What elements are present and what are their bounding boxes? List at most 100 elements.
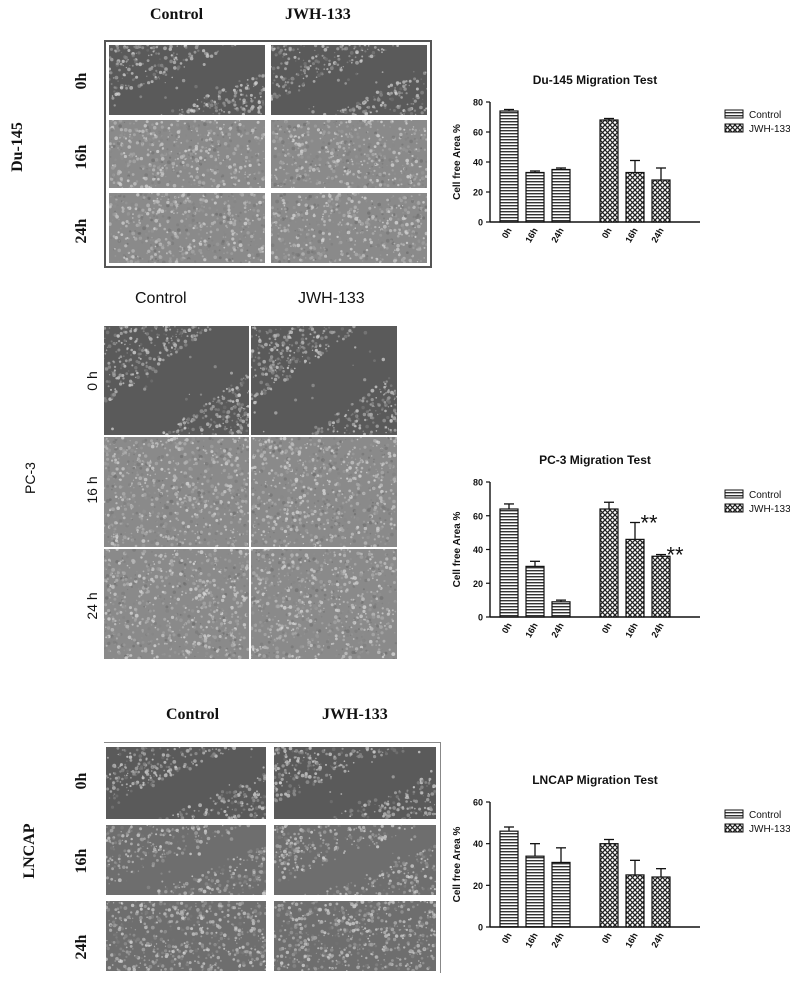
chart-svg: Du-145 Migration Test Cell free Area % 0 20… [452,73,790,244]
x-tick-label: 16h [523,621,539,639]
micrograph-jwh133-0h [274,747,436,819]
bar-control-0h [499,110,519,223]
chart-title: PC-3 Migration Test [539,453,651,467]
x-tick-label: 16h [523,931,539,949]
column-label-jwh133: JWH-133 [285,6,351,23]
y-axis-label: Cell free Area % [452,512,463,588]
panel-pc3: Control JWH-133 PC-3 0 h 16 h 24 h PC-3 … [0,280,790,670]
y-tick-label: 0 [478,218,483,228]
bar-jwh-133-16h [625,874,645,928]
x-tick-label: 24h [649,931,665,949]
bar-jwh-133-0h [599,843,619,928]
legend-swatch [724,809,744,819]
y-tick-label: 20 [473,881,483,891]
y-axis-label: Cell free Area % [452,827,463,903]
chart-title: Du-145 Migration Test [533,73,657,87]
micrograph-control-24h [104,549,249,659]
y-tick-label: 20 [473,188,483,198]
y-tick-label: 40 [473,839,483,849]
row-label-16h: 16h [73,848,90,874]
y-tick-label: 80 [473,98,483,108]
x-tick-label: 24h [549,931,565,949]
micrograph-jwh133-16h [271,120,427,188]
bar-jwh-133-16h [625,171,645,223]
x-tick-label: 0h [500,621,514,635]
micrograph-control-16h [106,825,266,895]
chart-lncap: LNCAP Migration Test Cell free Area % 0 20 4… [440,770,790,975]
chart-svg: PC-3 Migration Test Cell free Area % 0 20 40… [452,453,790,639]
panel-du145: Control JWH-133 Du-145 0h 16h 24h Du-145… [0,0,790,280]
row-label-0h: 0h [73,772,90,790]
row-label-0h: 0 h [84,371,100,391]
legend-swatch [724,109,744,119]
bar-jwh-133-0h [599,508,619,618]
bar-jwh-133-0h [599,119,619,223]
legend-label: JWH-133 [749,124,790,135]
bar-jwh-133-16h [625,538,645,618]
micrograph-jwh133-0h [251,326,397,435]
micrograph-control-16h [104,437,249,547]
chart-du145: Du-145 Migration Test Cell free Area % 0 20… [440,70,790,270]
x-tick-label: 0h [500,226,514,240]
legend-swatch [724,823,744,833]
significance-marker: ** [640,511,658,536]
micrograph-control-16h [109,120,265,188]
cell-line-label: LNCAP [21,823,38,879]
panel-lncap: Control JWH-133 LNCAP 0h 16h 24h LNCAP M… [0,690,790,983]
x-tick-label: 16h [623,621,639,639]
bar-control-0h [499,830,519,928]
x-tick-label: 16h [623,931,639,949]
micrograph-jwh133-24h [274,901,436,971]
bar-jwh-133-24h [651,876,671,928]
x-tick-label: 16h [523,226,539,244]
row-label-16h: 16h [73,144,90,170]
y-tick-label: 40 [473,545,483,555]
x-tick-label: 0h [600,226,614,240]
x-tick-label: 24h [549,621,565,639]
legend-swatch [724,489,744,499]
row-label-24h: 24h [73,934,90,960]
y-tick-label: 60 [473,798,483,808]
legend-swatch [724,123,744,133]
legend-label: Control [749,490,781,501]
micrograph-jwh133-16h [251,437,397,547]
micrograph-jwh133-24h [251,549,397,659]
row-label-24h: 24 h [84,592,100,620]
y-tick-label: 60 [473,128,483,138]
legend-label: Control [749,810,781,821]
column-label-control: Control [135,290,187,307]
bar-control-24h [551,861,571,928]
column-label-jwh133: JWH-133 [322,706,388,723]
micrograph-jwh133-24h [271,193,427,263]
bar-control-24h [551,168,571,223]
bar-jwh-133-24h [651,179,671,223]
y-tick-label: 60 [473,511,483,521]
column-label-control: Control [166,706,220,723]
x-tick-label: 0h [600,621,614,635]
x-tick-label: 0h [600,931,614,945]
y-tick-label: 80 [473,478,483,488]
bar-control-16h [525,855,545,928]
micrograph-control-24h [106,901,266,971]
column-label-jwh133: JWH-133 [298,290,365,307]
y-axis-label: Cell free Area % [452,124,463,200]
chart-svg: LNCAP Migration Test Cell free Area % 0 20 4… [452,773,790,949]
legend-label: JWH-133 [749,504,790,515]
chart-pc3: PC-3 Migration Test Cell free Area % 0 20 40… [440,450,790,665]
x-tick-label: 24h [549,226,565,244]
y-tick-label: 0 [478,613,483,623]
row-label-0h: 0h [73,72,90,90]
micrograph-control-0h [109,45,265,115]
x-tick-label: 0h [500,931,514,945]
legend-label: JWH-133 [749,824,790,835]
chart-title: LNCAP Migration Test [532,773,658,787]
micrograph-jwh133-0h [271,45,427,115]
x-tick-label: 24h [649,226,665,244]
bar-control-0h [499,508,519,618]
micrograph-control-24h [109,193,265,263]
column-label-control: Control [150,6,204,23]
x-tick-label: 16h [623,226,639,244]
row-label-16h: 16 h [84,476,100,504]
bar-jwh-133-24h [651,555,671,618]
legend-swatch [724,503,744,513]
